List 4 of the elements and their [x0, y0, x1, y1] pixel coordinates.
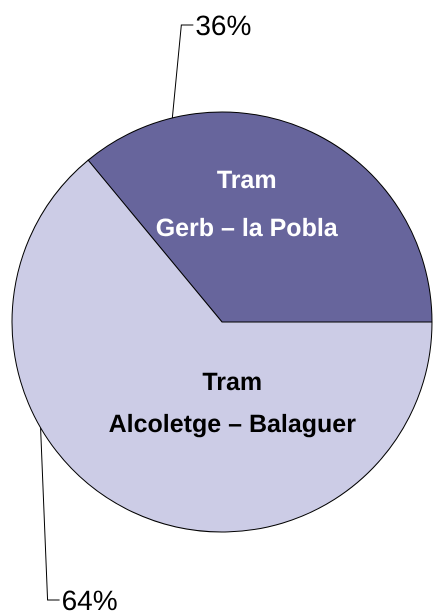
data-label: 64%: [62, 585, 118, 614]
slice-label: Tram Alcoletge – Balaguer: [108, 368, 356, 438]
data-label: 36%: [195, 10, 252, 41]
slice-label: Tram Gerb – la Pobla: [156, 166, 339, 242]
